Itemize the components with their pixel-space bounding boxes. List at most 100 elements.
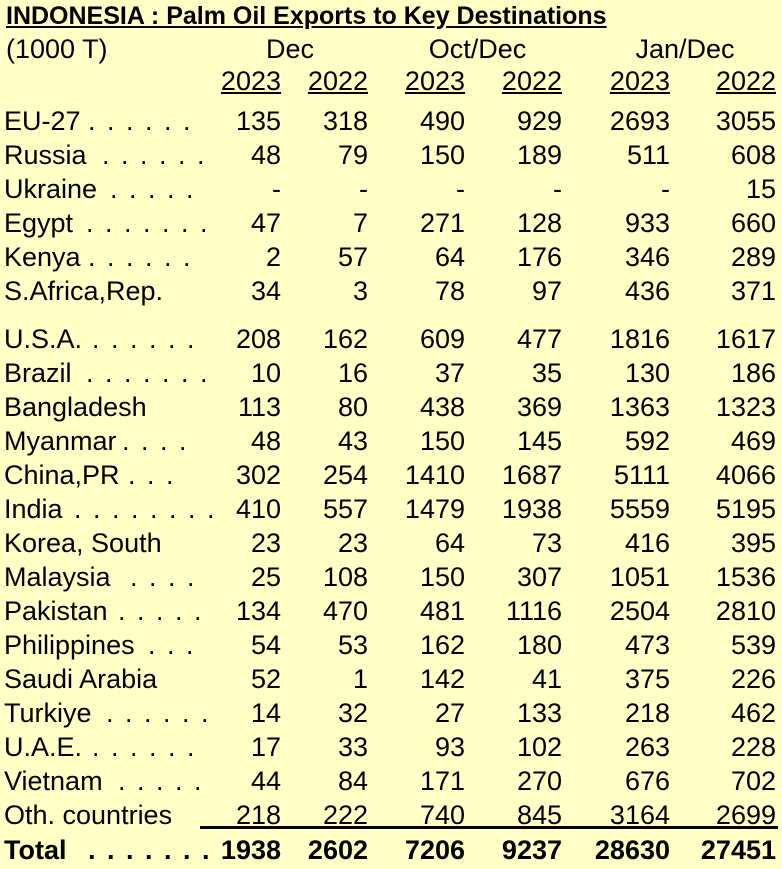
leader-dots: . . . . . — [110, 174, 196, 204]
leader-dots: . . . — [148, 630, 196, 660]
value-cell: 15 — [745, 174, 776, 204]
value-cell: 1617 — [715, 324, 776, 354]
country-label: Oth. countries — [4, 800, 173, 830]
value-cell: 134 — [235, 596, 281, 626]
year-header: 2023 — [404, 66, 465, 96]
value-cell: 176 — [516, 242, 562, 272]
value-cell: 16 — [337, 358, 368, 388]
value-cell: 2602 — [307, 835, 368, 865]
value-cell: 1938 — [220, 835, 281, 865]
value-cell: 676 — [624, 766, 670, 796]
value-cell: 254 — [322, 460, 368, 490]
value-cell: 52 — [250, 664, 281, 694]
period-oct-dec: Oct/Dec — [428, 34, 527, 64]
value-cell: 481 — [419, 596, 465, 626]
country-label: Vietnam — [4, 766, 103, 796]
value-cell: 462 — [730, 698, 776, 728]
value-cell: 557 — [322, 494, 368, 524]
value-cell: 142 — [419, 664, 465, 694]
value-cell: 702 — [730, 766, 776, 796]
value-cell: 2 — [265, 242, 281, 272]
leader-dots: . . . . — [130, 562, 197, 592]
leader-dots: . . . . . . — [92, 324, 197, 354]
value-cell: 145 — [516, 426, 562, 456]
country-label: Total — [4, 835, 67, 865]
country-label: Kenya — [4, 242, 81, 272]
value-cell: 48 — [250, 140, 281, 170]
value-cell: 102 — [516, 732, 562, 762]
value-cell: 44 — [250, 766, 281, 796]
value-cell: 933 — [624, 208, 670, 238]
table-row: Vietnam . . . . . 44 84 171 270 676 702 — [0, 764, 782, 798]
value-cell: - — [359, 174, 368, 204]
country-label: Brazil — [4, 358, 72, 388]
value-cell: 270 — [516, 766, 562, 796]
value-cell: 97 — [531, 276, 562, 306]
value-cell: 43 — [337, 426, 368, 456]
value-cell: 9237 — [501, 835, 562, 865]
table-row: S.Africa,Rep. 34 3 78 97 436 371 — [0, 274, 782, 308]
value-cell: 929 — [516, 106, 562, 136]
value-cell: 128 — [516, 208, 562, 238]
value-cell: 162 — [419, 630, 465, 660]
value-cell: 37 — [434, 358, 465, 388]
table-row: Egypt . . . . . . . 47 7 271 128 933 660 — [0, 206, 782, 240]
table-row: Russia . . . . . . 48 79 150 189 511 608 — [0, 138, 782, 172]
value-cell: 2699 — [715, 800, 776, 830]
value-cell: 2810 — [715, 596, 776, 626]
value-cell: 1363 — [609, 392, 670, 422]
table-row: Oth. countries 218 222 740 845 3164 2699 — [0, 798, 782, 832]
period-dec: Dec — [265, 34, 314, 64]
table-title: INDONESIA : Palm Oil Exports to Key Dest… — [6, 2, 607, 30]
value-cell: 32 — [337, 698, 368, 728]
value-cell: 133 — [516, 698, 562, 728]
value-cell: 4066 — [715, 460, 776, 490]
year-header: 2022 — [307, 66, 368, 96]
value-cell: 208 — [235, 324, 281, 354]
table-row: Myanmar. . . . 48 43 150 145 592 469 — [0, 424, 782, 458]
value-cell: 1687 — [501, 460, 562, 490]
value-cell: 226 — [730, 664, 776, 694]
leader-dots: . . . — [128, 460, 176, 490]
leader-dots: . . . . . — [118, 766, 204, 796]
leader-dots: . . . . — [122, 426, 189, 456]
country-label: U.A.E. — [4, 732, 83, 762]
country-label: Ukraine — [4, 174, 98, 204]
value-cell: 592 — [624, 426, 670, 456]
value-cell: 7206 — [404, 835, 465, 865]
value-cell: 660 — [730, 208, 776, 238]
value-cell: 302 — [235, 460, 281, 490]
value-cell: 27 — [434, 698, 465, 728]
value-cell: 28630 — [594, 835, 670, 865]
country-label: U.S.A. — [4, 324, 83, 354]
value-cell: 3055 — [715, 106, 776, 136]
value-cell: 218 — [624, 698, 670, 728]
value-cell: 473 — [624, 630, 670, 660]
value-cell: 271 — [419, 208, 465, 238]
value-cell: 318 — [322, 106, 368, 136]
value-cell: 180 — [516, 630, 562, 660]
value-cell: 609 — [419, 324, 465, 354]
value-cell: - — [456, 174, 465, 204]
value-cell: 130 — [624, 358, 670, 388]
leader-dots: . . . . . . — [92, 732, 197, 762]
leader-dots: . . . . . . — [106, 698, 211, 728]
value-cell: 7 — [352, 208, 368, 238]
table-row: India . . . . . . . . 410 557 1479 1938 5559 51… — [0, 492, 782, 526]
country-label: Philippines — [4, 630, 135, 660]
leader-dots: . . . . . . . — [88, 835, 212, 865]
value-cell: 150 — [419, 562, 465, 592]
value-cell: 307 — [516, 562, 562, 592]
value-cell: 1938 — [501, 494, 562, 524]
value-cell: 608 — [730, 140, 776, 170]
year-header: 2023 — [220, 66, 281, 96]
value-cell: 375 — [624, 664, 670, 694]
value-cell: 10 — [250, 358, 281, 388]
value-cell: 5559 — [609, 494, 670, 524]
country-label: India — [4, 494, 63, 524]
table-row: Saudi Arabia 52 1 142 41 375 226 — [0, 662, 782, 696]
country-label: Russia — [4, 140, 87, 170]
value-cell: 395 — [730, 528, 776, 558]
value-cell: 469 — [730, 426, 776, 456]
